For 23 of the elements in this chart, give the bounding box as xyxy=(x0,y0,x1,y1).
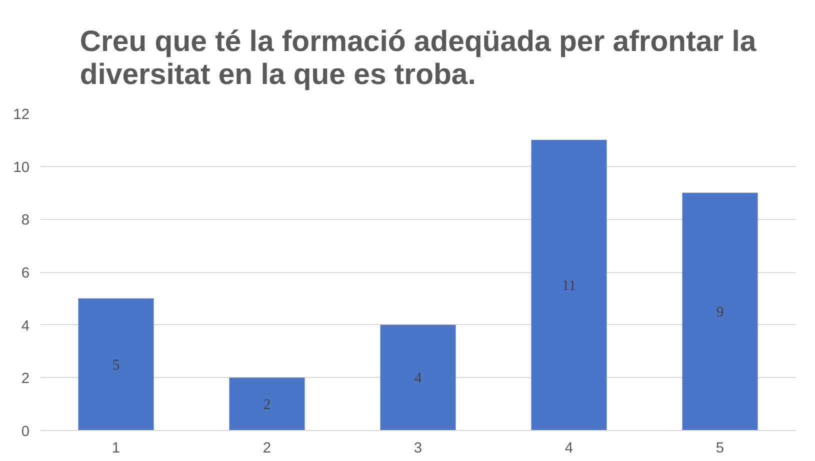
bar xyxy=(78,298,154,430)
bar xyxy=(682,192,758,430)
y-tick-label: 6 xyxy=(21,266,30,282)
y-tick-label: 10 xyxy=(13,160,30,176)
data-label: 11 xyxy=(562,278,576,294)
bar xyxy=(531,140,607,430)
y-tick-label: 8 xyxy=(21,212,30,229)
y-tick-label: 0 xyxy=(21,424,30,440)
chart-title: Creu que té la formació adeqüada per afrontar la diversitat en la que es troba. xyxy=(80,25,757,91)
x-tick-label: 1 xyxy=(112,440,120,456)
y-tick-label: 12 xyxy=(13,107,30,123)
x-tick-label: 5 xyxy=(716,440,724,456)
y-tick-label: 2 xyxy=(21,371,30,388)
x-tick-label: 3 xyxy=(414,440,422,456)
data-label: 5 xyxy=(112,357,120,374)
data-label: 2 xyxy=(263,397,271,414)
bar xyxy=(380,324,456,430)
data-label: 9 xyxy=(716,304,724,321)
x-tick-label: 2 xyxy=(262,440,272,456)
bar xyxy=(229,378,305,430)
data-label: 4 xyxy=(414,370,422,387)
y-tick-label: 4 xyxy=(21,318,30,334)
x-tick-label: 4 xyxy=(564,440,574,456)
